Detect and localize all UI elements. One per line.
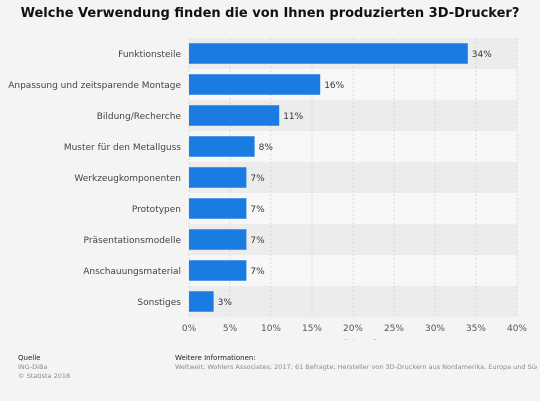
info-block: Weitere Informationen: Weltweit; Wohlers… <box>175 354 537 372</box>
x-tick-label: 5% <box>223 324 238 334</box>
category-label: Sonstiges <box>137 298 181 308</box>
bar <box>189 167 247 188</box>
x-tick-label: 40% <box>507 324 527 334</box>
bar <box>189 74 321 95</box>
bar <box>189 43 468 64</box>
x-tick-label: 30% <box>425 324 445 334</box>
info-text: Weltweit; Wohlers Associates; 2017; 61 B… <box>175 363 537 371</box>
data-label: 7% <box>250 236 265 246</box>
x-tick-label: 20% <box>343 324 363 334</box>
bar <box>189 198 247 219</box>
x-tick-label: 10% <box>261 324 281 334</box>
bar <box>189 229 247 250</box>
bar-chart: 0% 5% 10% 15% 20% 25% 30% 35% 40% Funktionsteile 3… <box>8 38 527 340</box>
data-label: 16% <box>324 81 344 91</box>
data-label: 8% <box>259 143 274 153</box>
data-label: 7% <box>250 174 265 184</box>
source-line: © Statista 2018 <box>18 372 71 380</box>
x-tick-label: 0% <box>182 324 197 334</box>
data-label: 34% <box>472 50 492 60</box>
bar <box>189 105 280 126</box>
category-label: Funktionsteile <box>118 50 181 60</box>
data-label: 3% <box>218 298 233 308</box>
category-label: Anschauungsmaterial <box>83 267 181 277</box>
data-label: 7% <box>250 205 265 215</box>
info-heading: Weitere Informationen: <box>175 354 256 362</box>
category-label: Muster für den Metallguss <box>64 143 181 153</box>
chart-title: Welche Verwendung finden die von Ihnen p… <box>20 6 520 21</box>
category-label: Bildung/Recherche <box>97 112 182 122</box>
x-tick-label: 15% <box>302 324 322 334</box>
x-axis-label: Anteil der Befragten <box>328 339 399 340</box>
bar <box>189 260 247 281</box>
category-label: Prototypen <box>132 205 181 215</box>
data-label: 11% <box>283 112 303 122</box>
category-label: Präsentationsmodelle <box>84 236 182 246</box>
x-tick-label: 25% <box>384 324 404 334</box>
data-label: 7% <box>250 267 265 277</box>
category-label: Anpassung und zeitsparende Montage <box>8 81 181 91</box>
source-block: Quelle ING-DiBa © Statista 2018 <box>18 354 70 381</box>
x-tick-label: 35% <box>466 324 486 334</box>
source-line: ING-DiBa <box>18 363 48 371</box>
bar <box>189 136 255 157</box>
source-heading: Quelle <box>18 354 41 362</box>
bar <box>189 291 214 312</box>
category-label: Werkzeugkomponenten <box>74 174 181 184</box>
